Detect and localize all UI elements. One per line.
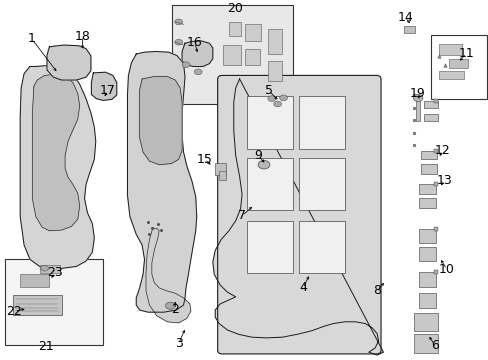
Circle shape: [165, 302, 175, 309]
Circle shape: [174, 19, 182, 25]
Circle shape: [258, 161, 269, 169]
Bar: [219, 171, 226, 180]
Bar: [418, 229, 435, 243]
Polygon shape: [32, 74, 80, 231]
Text: 18: 18: [75, 30, 90, 42]
Bar: [215, 163, 225, 175]
Polygon shape: [47, 45, 91, 80]
Text: 16: 16: [186, 36, 202, 49]
Bar: [267, 29, 281, 54]
Text: 7: 7: [238, 209, 245, 222]
Text: 5: 5: [264, 84, 272, 97]
Bar: [418, 293, 435, 307]
Polygon shape: [20, 66, 96, 269]
Circle shape: [279, 95, 287, 101]
Bar: [404, 27, 414, 33]
Polygon shape: [91, 72, 117, 100]
FancyBboxPatch shape: [217, 75, 380, 354]
Circle shape: [273, 101, 281, 107]
Text: 14: 14: [397, 11, 412, 24]
Text: 2: 2: [171, 303, 179, 316]
Text: 19: 19: [409, 87, 425, 100]
Bar: [20, 274, 49, 287]
Bar: [430, 35, 487, 99]
Text: 21: 21: [38, 340, 54, 353]
Bar: [222, 45, 241, 65]
Bar: [245, 49, 260, 65]
Bar: [418, 184, 435, 194]
Circle shape: [267, 96, 275, 102]
Bar: [228, 22, 241, 36]
Bar: [413, 334, 437, 353]
Bar: [13, 295, 61, 315]
Bar: [299, 221, 345, 273]
Bar: [438, 44, 461, 55]
Text: 13: 13: [436, 174, 451, 186]
Bar: [299, 158, 345, 210]
Text: 3: 3: [174, 337, 182, 350]
Bar: [413, 313, 437, 331]
Circle shape: [194, 69, 202, 75]
Text: 8: 8: [372, 284, 380, 297]
Text: 4: 4: [299, 282, 306, 294]
Bar: [418, 198, 435, 208]
Circle shape: [41, 265, 48, 271]
Bar: [299, 96, 345, 149]
Bar: [418, 247, 435, 261]
Text: 22: 22: [6, 305, 22, 318]
Text: 17: 17: [100, 84, 116, 97]
Bar: [420, 163, 436, 174]
Text: 9: 9: [254, 149, 262, 162]
Bar: [267, 61, 281, 81]
Bar: [246, 96, 293, 149]
Text: 15: 15: [196, 153, 212, 166]
Bar: [418, 272, 435, 287]
Text: 23: 23: [47, 266, 63, 279]
Text: 11: 11: [458, 47, 473, 60]
Text: 6: 6: [430, 338, 438, 351]
Bar: [40, 265, 60, 273]
Bar: [246, 158, 293, 210]
Bar: [4, 258, 103, 345]
Bar: [245, 24, 261, 41]
Text: 20: 20: [226, 2, 242, 15]
Text: 10: 10: [438, 263, 454, 276]
Bar: [415, 99, 419, 121]
Polygon shape: [182, 41, 212, 67]
Text: 1: 1: [28, 32, 36, 45]
Bar: [448, 59, 467, 68]
Polygon shape: [212, 79, 383, 355]
Bar: [423, 114, 437, 121]
Circle shape: [412, 94, 422, 102]
Bar: [423, 102, 437, 108]
Circle shape: [182, 62, 189, 68]
Polygon shape: [146, 228, 190, 323]
Bar: [172, 5, 293, 104]
Polygon shape: [127, 51, 196, 312]
Bar: [246, 221, 293, 273]
Bar: [438, 71, 463, 78]
Polygon shape: [140, 76, 182, 165]
Bar: [420, 152, 436, 159]
Text: 12: 12: [434, 144, 449, 157]
Circle shape: [174, 39, 182, 45]
